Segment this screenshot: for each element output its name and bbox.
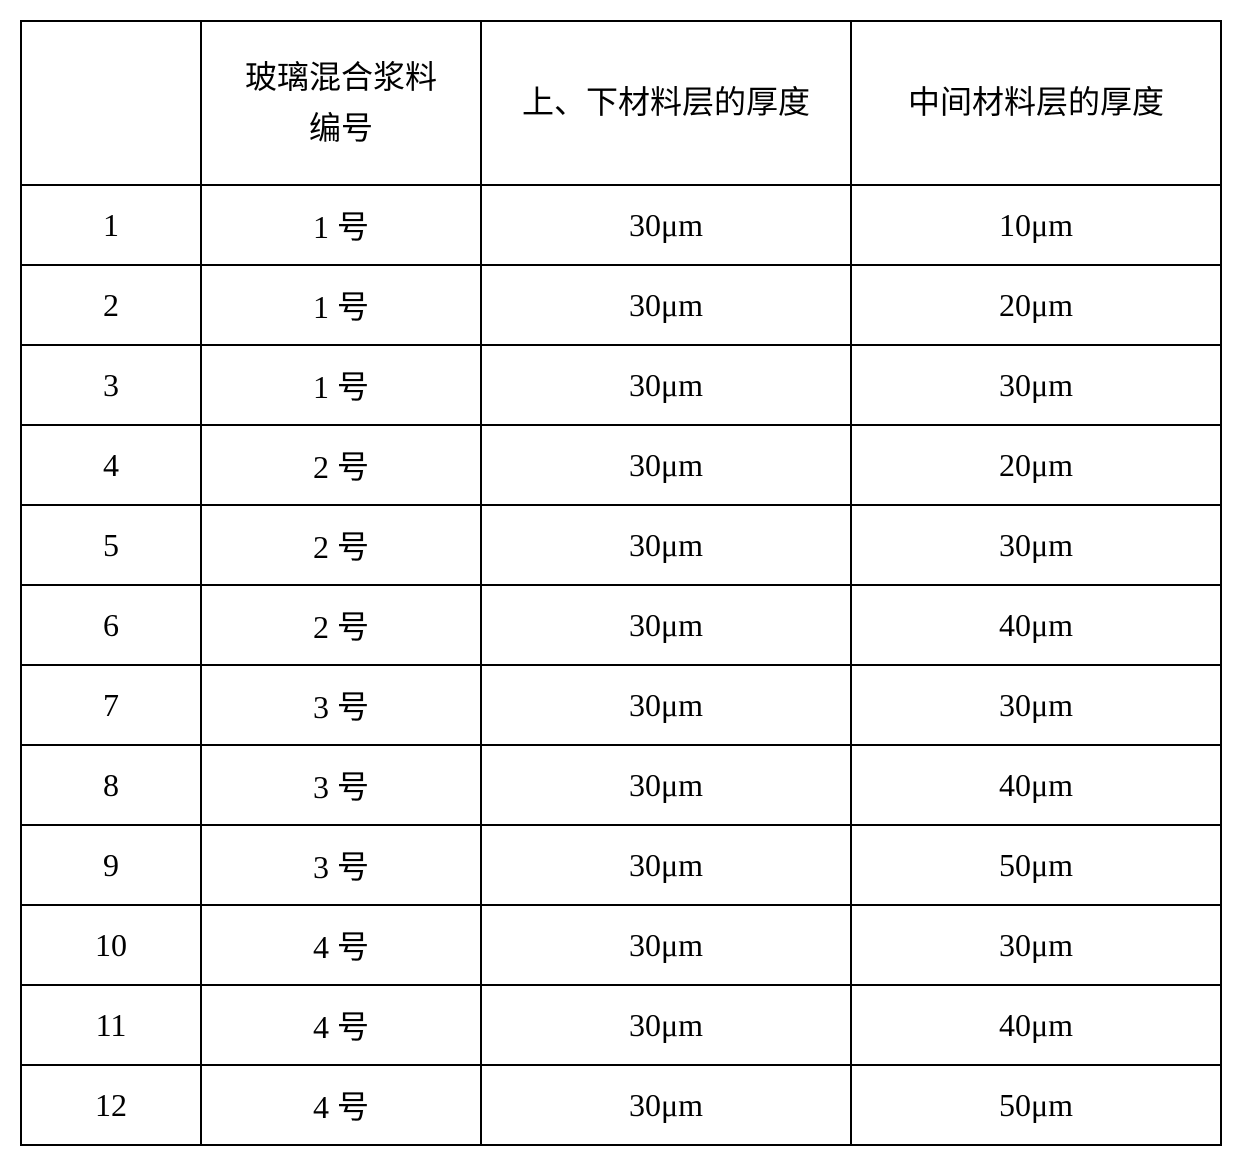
table-row: 5 2 号 30μm 30μm — [21, 505, 1221, 585]
cell-slurry: 1 号 — [201, 185, 481, 265]
table-body: 1 1 号 30μm 10μm 2 1 号 30μm 20μm 3 1 号 30… — [21, 185, 1221, 1145]
cell-outer: 30μm — [481, 825, 851, 905]
cell-middle: 20μm — [851, 425, 1221, 505]
table-row: 9 3 号 30μm 50μm — [21, 825, 1221, 905]
cell-outer: 30μm — [481, 265, 851, 345]
table-row: 4 2 号 30μm 20μm — [21, 425, 1221, 505]
table-row: 1 1 号 30μm 10μm — [21, 185, 1221, 265]
cell-middle: 40μm — [851, 985, 1221, 1065]
cell-outer: 30μm — [481, 1065, 851, 1145]
cell-middle: 30μm — [851, 905, 1221, 985]
cell-outer: 30μm — [481, 665, 851, 745]
cell-index: 10 — [21, 905, 201, 985]
cell-index: 9 — [21, 825, 201, 905]
table-row: 8 3 号 30μm 40μm — [21, 745, 1221, 825]
cell-outer: 30μm — [481, 425, 851, 505]
table-row: 11 4 号 30μm 40μm — [21, 985, 1221, 1065]
cell-index: 4 — [21, 425, 201, 505]
cell-index: 12 — [21, 1065, 201, 1145]
cell-middle: 40μm — [851, 585, 1221, 665]
data-table: 玻璃混合浆料编号 上、下材料层的厚度 中间材料层的厚度 1 1 号 30μm 1… — [20, 20, 1222, 1146]
header-cell-index — [21, 21, 201, 185]
table-row: 7 3 号 30μm 30μm — [21, 665, 1221, 745]
cell-middle: 40μm — [851, 745, 1221, 825]
table-row: 12 4 号 30μm 50μm — [21, 1065, 1221, 1145]
cell-index: 3 — [21, 345, 201, 425]
cell-middle: 30μm — [851, 665, 1221, 745]
cell-slurry: 1 号 — [201, 265, 481, 345]
cell-middle: 30μm — [851, 345, 1221, 425]
cell-index: 5 — [21, 505, 201, 585]
cell-outer: 30μm — [481, 745, 851, 825]
cell-index: 8 — [21, 745, 201, 825]
cell-slurry: 3 号 — [201, 665, 481, 745]
cell-outer: 30μm — [481, 185, 851, 265]
cell-slurry: 4 号 — [201, 1065, 481, 1145]
cell-index: 7 — [21, 665, 201, 745]
cell-index: 2 — [21, 265, 201, 345]
header-cell-middle-thickness: 中间材料层的厚度 — [851, 21, 1221, 185]
cell-slurry: 2 号 — [201, 585, 481, 665]
table-row: 3 1 号 30μm 30μm — [21, 345, 1221, 425]
cell-middle: 50μm — [851, 1065, 1221, 1145]
cell-middle: 30μm — [851, 505, 1221, 585]
header-cell-slurry-number: 玻璃混合浆料编号 — [201, 21, 481, 185]
table-header: 玻璃混合浆料编号 上、下材料层的厚度 中间材料层的厚度 — [21, 21, 1221, 185]
header-cell-outer-thickness: 上、下材料层的厚度 — [481, 21, 851, 185]
cell-slurry: 3 号 — [201, 745, 481, 825]
cell-slurry: 3 号 — [201, 825, 481, 905]
cell-middle: 50μm — [851, 825, 1221, 905]
table-row: 6 2 号 30μm 40μm — [21, 585, 1221, 665]
cell-slurry: 1 号 — [201, 345, 481, 425]
cell-outer: 30μm — [481, 345, 851, 425]
cell-slurry: 2 号 — [201, 425, 481, 505]
cell-index: 6 — [21, 585, 201, 665]
cell-outer: 30μm — [481, 585, 851, 665]
cell-outer: 30μm — [481, 505, 851, 585]
table-row: 10 4 号 30μm 30μm — [21, 905, 1221, 985]
cell-middle: 20μm — [851, 265, 1221, 345]
cell-index: 1 — [21, 185, 201, 265]
cell-slurry: 2 号 — [201, 505, 481, 585]
cell-slurry: 4 号 — [201, 905, 481, 985]
cell-middle: 10μm — [851, 185, 1221, 265]
cell-slurry: 4 号 — [201, 985, 481, 1065]
cell-outer: 30μm — [481, 905, 851, 985]
table-row: 2 1 号 30μm 20μm — [21, 265, 1221, 345]
cell-outer: 30μm — [481, 985, 851, 1065]
cell-index: 11 — [21, 985, 201, 1065]
header-row: 玻璃混合浆料编号 上、下材料层的厚度 中间材料层的厚度 — [21, 21, 1221, 185]
